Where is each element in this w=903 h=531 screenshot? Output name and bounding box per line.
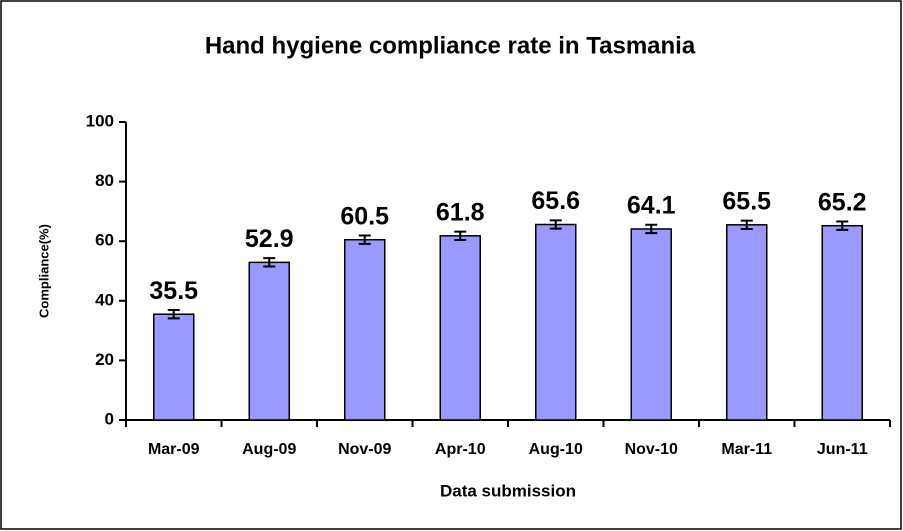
x-tick-label: Nov-09 — [338, 441, 391, 458]
x-tick-label: Mar-09 — [148, 441, 200, 458]
bar — [630, 228, 672, 421]
y-axis-label: Compliance(%) — [36, 224, 51, 318]
value-label: 61.8 — [436, 198, 485, 226]
y-tick-label: 100 — [86, 111, 114, 130]
error-bar — [645, 223, 658, 235]
value-label: 60.5 — [340, 202, 389, 230]
y-tick-label: 60 — [95, 231, 114, 250]
chart-title: Hand hygiene compliance rate in Tasmania — [205, 32, 696, 59]
error-bar — [263, 257, 276, 268]
value-label: 65.5 — [722, 187, 771, 215]
x-axis-label: Data submission — [440, 481, 576, 500]
x-tick-label: Aug-09 — [242, 441, 296, 458]
error-bar — [836, 220, 849, 231]
value-label: 35.5 — [149, 277, 198, 305]
y-tick-label: 0 — [105, 409, 114, 428]
x-tick-label: Nov-10 — [625, 441, 678, 458]
y-tick-label: 80 — [95, 171, 114, 190]
bar — [821, 224, 863, 421]
error-bar — [358, 234, 371, 245]
error-bar — [740, 219, 753, 230]
value-label: 64.1 — [627, 192, 676, 220]
value-label: 52.9 — [245, 225, 294, 253]
bar — [344, 238, 386, 421]
x-tick-label: Mar-11 — [721, 441, 772, 458]
error-bar — [549, 219, 562, 230]
value-label: 65.6 — [531, 187, 580, 215]
y-tick-label: 40 — [95, 290, 114, 309]
bar — [439, 235, 481, 421]
y-tick-label: 20 — [95, 350, 114, 369]
x-tick-label: Jun-11 — [817, 441, 868, 458]
bar — [726, 224, 768, 421]
error-bar — [167, 309, 180, 320]
x-tick-label: Aug-10 — [529, 441, 583, 458]
bar — [248, 261, 290, 421]
x-tick-label: Apr-10 — [435, 441, 486, 458]
value-label: 65.2 — [818, 188, 867, 216]
error-bar — [454, 230, 467, 242]
bar — [535, 223, 577, 421]
bar — [153, 313, 195, 421]
